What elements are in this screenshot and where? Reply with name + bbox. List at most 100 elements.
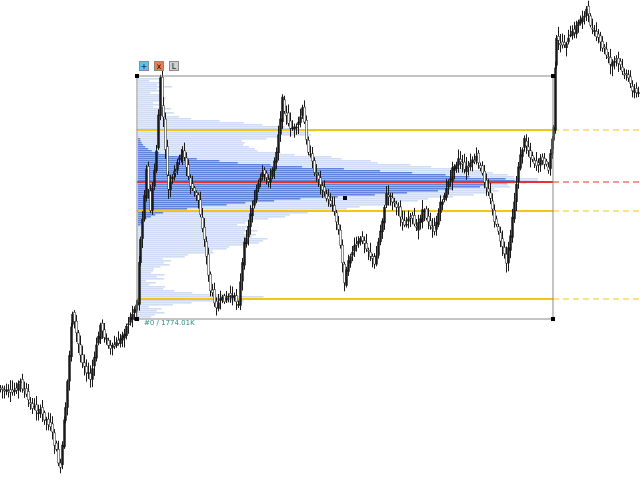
profile-bar <box>138 276 157 278</box>
candle-body <box>233 295 236 298</box>
candle-body <box>77 332 80 345</box>
candle-body <box>521 149 524 157</box>
candle-body <box>379 230 382 243</box>
candle-body <box>485 180 488 188</box>
candle-body <box>95 344 98 359</box>
profile-bar <box>138 232 244 234</box>
profile-bar <box>138 102 154 104</box>
candle-body <box>623 73 626 76</box>
candle-body <box>115 342 118 346</box>
profile-bar <box>138 114 163 116</box>
candle-body <box>143 195 146 220</box>
candle-body <box>415 226 418 228</box>
candle-body <box>325 193 328 199</box>
candle-body <box>267 179 270 182</box>
selection-box[interactable] <box>135 74 555 321</box>
candle-body <box>425 208 428 219</box>
expand-button[interactable]: + <box>139 61 149 71</box>
profile-bar <box>138 244 246 246</box>
profile-bar-core <box>138 222 142 224</box>
candle-body <box>603 46 606 49</box>
profile-bar <box>138 128 294 130</box>
candle-body <box>497 226 500 232</box>
candle-body <box>439 201 442 213</box>
candle-body <box>347 260 350 272</box>
profile-bar-core <box>138 168 344 170</box>
profile-bar <box>138 82 163 84</box>
profile-bar-core <box>138 184 487 186</box>
profile-bar <box>138 106 154 108</box>
candle-body <box>215 301 218 308</box>
profile-levels <box>137 129 640 300</box>
candle-body <box>333 205 336 212</box>
candle-body <box>129 316 132 323</box>
profile-bar-core <box>138 166 303 168</box>
profile-bar-core <box>138 160 220 162</box>
candle-body <box>107 340 110 346</box>
profile-bar <box>138 160 371 162</box>
profile-bar <box>138 206 360 208</box>
candle-body <box>359 237 362 243</box>
candle-body <box>559 43 562 46</box>
profile-bar-core <box>138 186 481 188</box>
candle-body <box>339 229 342 246</box>
profile-bar <box>138 80 150 82</box>
candle-body <box>174 171 177 173</box>
profile-bar <box>138 224 238 226</box>
lock-button[interactable]: L <box>169 61 179 71</box>
candle-body <box>455 164 458 170</box>
candle-body <box>83 362 86 367</box>
profile-bar <box>138 314 155 316</box>
candle-body <box>241 262 244 282</box>
profile-bar <box>138 252 214 254</box>
candle-body <box>91 368 94 380</box>
profile-bar <box>138 110 163 112</box>
profile-bar <box>138 312 165 314</box>
candle-body <box>49 422 52 428</box>
candle-body <box>79 344 82 356</box>
candle-body <box>225 297 228 301</box>
candle-body <box>153 169 156 187</box>
candle-body <box>87 372 90 374</box>
corner-resize-handle <box>551 74 555 78</box>
candle-body <box>571 30 574 36</box>
candle-body <box>119 338 122 344</box>
candle-body <box>561 41 564 46</box>
candle-body <box>61 444 64 465</box>
profile-bar <box>138 126 286 128</box>
candle-body <box>187 164 190 177</box>
close-button[interactable]: x <box>154 61 164 71</box>
profile-bar <box>138 142 245 144</box>
candle-body <box>237 304 240 306</box>
candle-body <box>313 160 316 173</box>
corner-resize-handle <box>135 317 139 321</box>
candle-body <box>183 150 186 158</box>
profile-bar <box>138 236 252 238</box>
candle-body <box>451 167 454 182</box>
candle-body <box>611 62 614 67</box>
candle-body <box>33 405 36 408</box>
profile-bar <box>138 234 257 236</box>
candle-body <box>151 187 154 211</box>
candle-body <box>449 178 452 181</box>
profile-bar-core <box>138 190 439 192</box>
candle-body <box>279 118 282 135</box>
profile-bar-core <box>138 214 156 216</box>
candle-body <box>181 150 184 158</box>
candle-body <box>217 302 220 309</box>
candle-body <box>401 218 404 223</box>
candle-body <box>423 210 426 212</box>
candle-body <box>351 252 354 256</box>
candle-body <box>519 154 522 169</box>
candle-body <box>249 213 252 227</box>
profile-bar <box>138 118 191 120</box>
candle-body <box>63 419 66 448</box>
candle-body <box>539 157 542 166</box>
candle-body <box>465 166 468 172</box>
candle-body <box>417 222 420 231</box>
candle-body <box>93 356 96 367</box>
candle-body <box>207 253 210 276</box>
candle-body <box>203 227 206 240</box>
